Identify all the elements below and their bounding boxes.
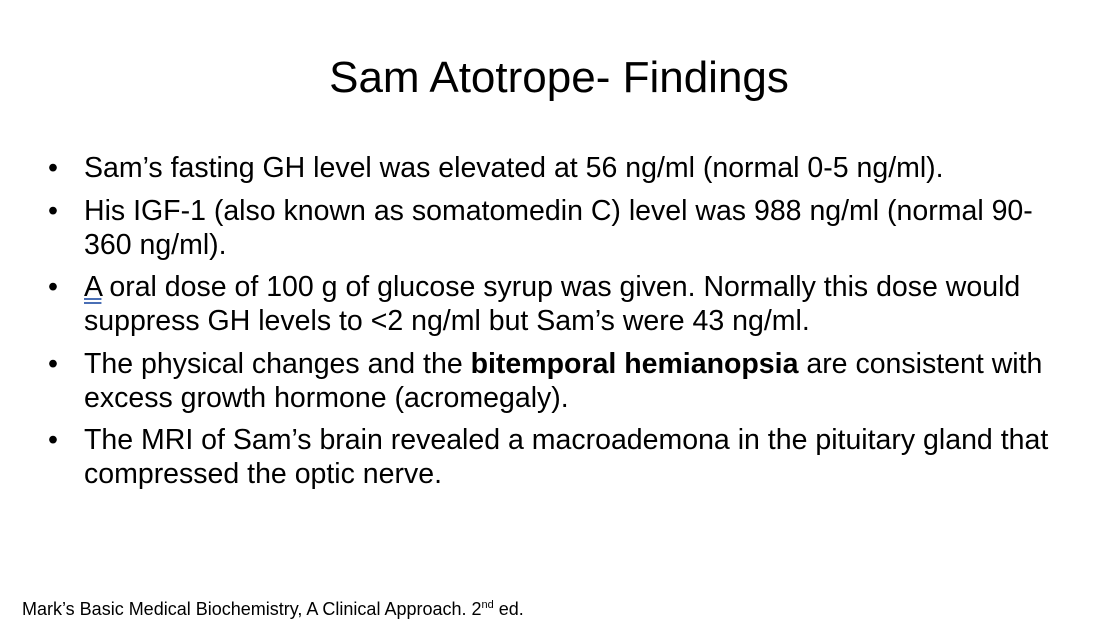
bullet-bold-term: bitemporal hemianopsia (470, 347, 799, 380)
bullet-dot: • (48, 271, 58, 303)
citation-suffix: ed. (493, 599, 524, 619)
bullet-text: The MRI of Sam’s brain revealed a macroa… (84, 424, 1049, 490)
bullet-item-3: • A oral dose of 100 g of glucose syrup … (48, 270, 1078, 338)
bullet-item-4: • The physical changes and the bitempora… (48, 347, 1078, 415)
bullet-text: His IGF-1 (also known as somatomedin C) … (84, 194, 1033, 261)
bullet-first-word: A (84, 271, 102, 303)
bullet-item-2: • His IGF-1 (also known as somatomedin C… (48, 194, 1078, 262)
bullet-text-before: The physical changes and the (84, 347, 471, 380)
bullet-dot: • (48, 194, 58, 227)
bullet-text: Sam’s fasting GH level was elevated at 5… (84, 152, 944, 184)
citation-main: Mark’s Basic Medical Biochemistry, A Cli… (22, 599, 482, 619)
slide-title: Sam Atotrope- Findings (329, 53, 789, 102)
bullet-item-5: • The MRI of Sam’s brain revealed a macr… (48, 423, 1078, 491)
citation: Mark’s Basic Medical Biochemistry, A Cli… (22, 598, 524, 620)
citation-superscript: nd (481, 599, 494, 611)
bullet-dot: • (48, 152, 58, 184)
bullet-text: oral dose of 100 g of glucose syrup was … (84, 271, 1021, 337)
bullet-dot: • (48, 424, 58, 456)
bullet-item-1: • Sam’s fasting GH level was elevated at… (48, 151, 1078, 185)
bullet-list: • Sam’s fasting GH level was elevated at… (48, 151, 1078, 500)
bullet-dot: • (48, 347, 58, 380)
bullet-text-after: are consistent with excess growth hormon… (84, 347, 1043, 414)
